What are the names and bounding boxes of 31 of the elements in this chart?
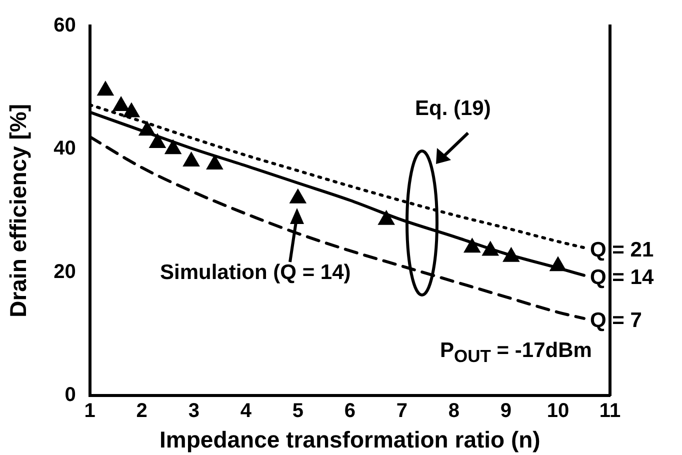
x-tick-label: 7: [396, 400, 408, 422]
x-tick-label: 3: [188, 400, 200, 422]
x-tick-label: 4: [240, 400, 252, 422]
annotation: P$_{OUT}$ = -17dBm: [440, 339, 592, 366]
x-tick-label: 10: [546, 400, 570, 422]
x-tick-label: 5: [292, 400, 304, 422]
y-axis-title: Drain efficiency [%]: [5, 104, 32, 318]
x-tick-label: 6: [344, 400, 356, 422]
point: [182, 152, 200, 166]
point: [149, 133, 166, 148]
y-tick-label: 20: [54, 260, 76, 283]
annotation: Eq. (19): [415, 97, 491, 120]
series-label: Q = 14: [590, 266, 654, 290]
y-tick-label: 0: [64, 384, 76, 406]
point: [112, 96, 130, 112]
x-tick-label: 8: [448, 400, 460, 422]
y-tick-label: 60: [54, 14, 76, 37]
point: [290, 188, 306, 204]
point: [97, 81, 114, 96]
x-axis-title: Impedance transformation ratio (n): [160, 426, 540, 453]
point: [206, 155, 223, 170]
x-tick-label: 1: [84, 400, 96, 422]
point: [164, 140, 182, 154]
series-label: Q = 21: [590, 238, 654, 262]
annotation: Simulation (Q = 14): [160, 261, 351, 284]
x-tick-label: 2: [136, 400, 148, 422]
x-tick-label: 9: [500, 400, 512, 422]
y-tick-label: 40: [54, 138, 76, 160]
point: [123, 102, 140, 118]
series-label: Q = 7: [590, 309, 642, 332]
x-tick-label: 11: [599, 400, 621, 422]
